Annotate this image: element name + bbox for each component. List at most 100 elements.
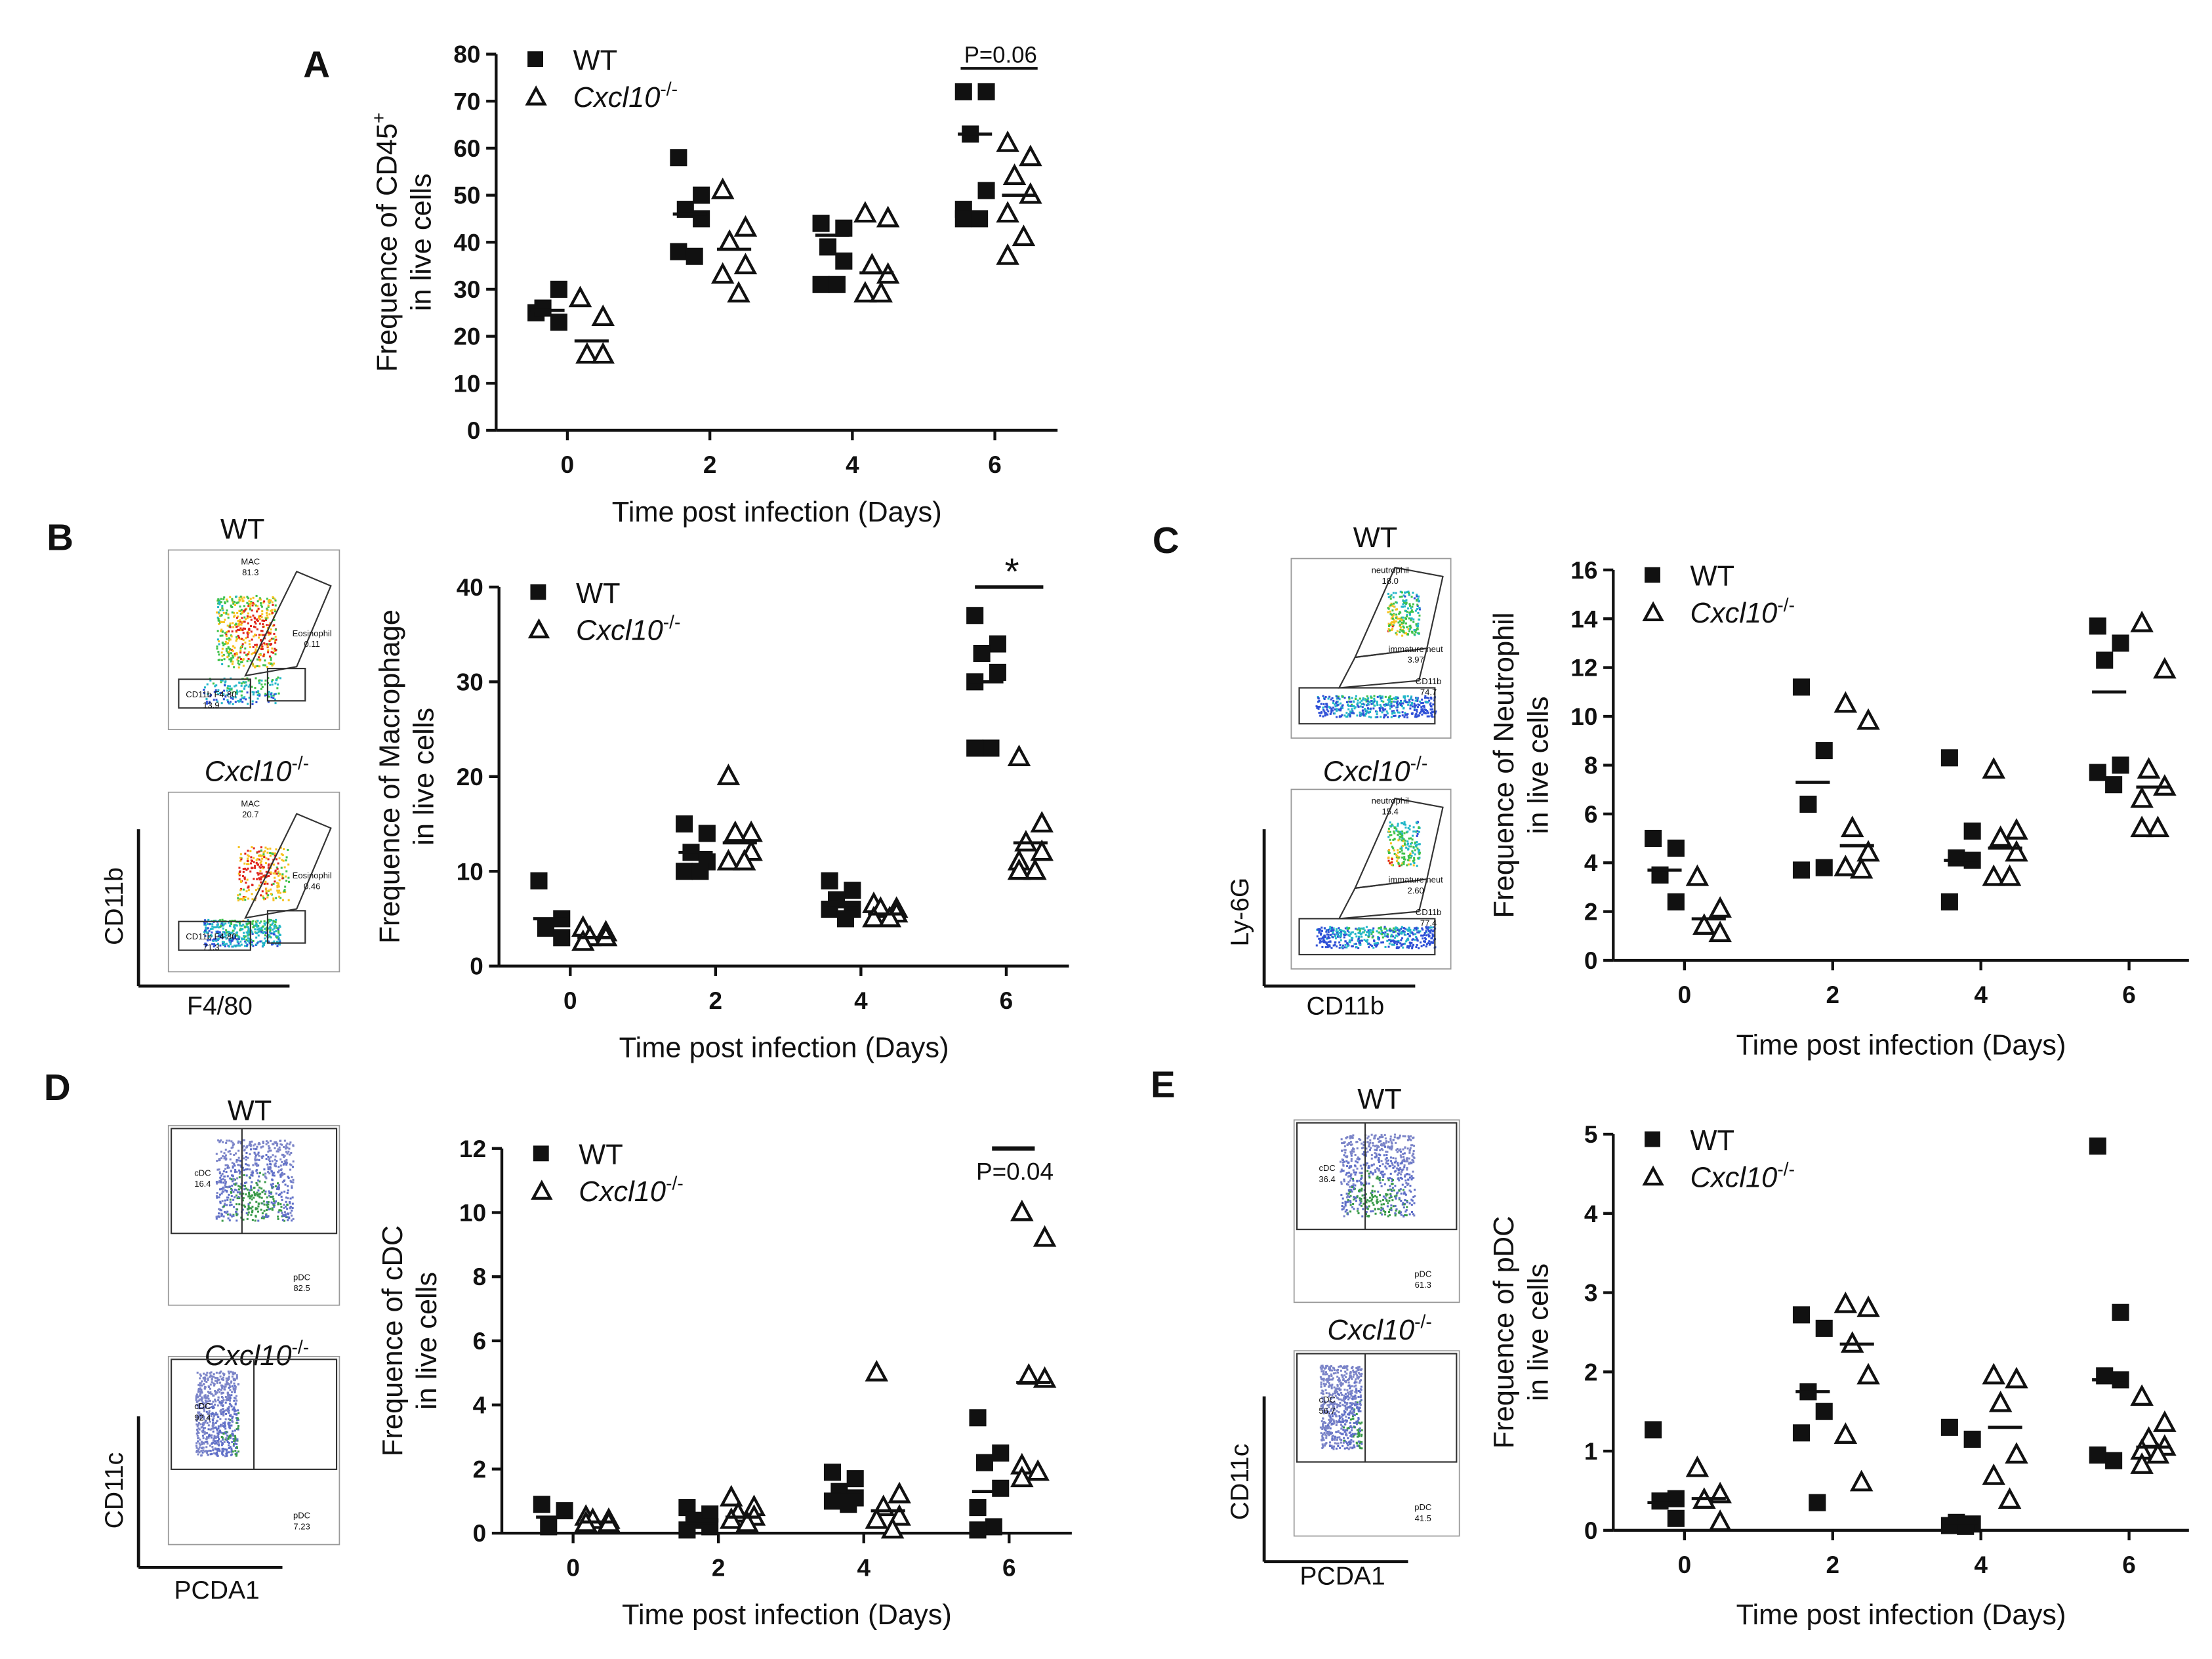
legend-square-marker <box>527 51 543 67</box>
flow-event <box>1374 1169 1376 1171</box>
flow-event <box>281 1154 283 1156</box>
flow-event <box>237 1418 239 1420</box>
flow-event <box>221 702 223 704</box>
flow-event <box>199 1451 201 1453</box>
x-tick-label: 6 <box>2122 981 2136 1008</box>
flow-event <box>1380 928 1382 930</box>
flow-event <box>275 1185 277 1187</box>
flow-event <box>243 897 245 899</box>
flow-event <box>227 1408 229 1410</box>
flow-event <box>279 879 281 881</box>
flow-event <box>228 945 230 947</box>
flow-event <box>220 1181 222 1183</box>
flow-event <box>1386 930 1388 932</box>
flow-event <box>1412 1137 1414 1139</box>
flow-event <box>278 1210 280 1212</box>
flow-event <box>277 684 279 686</box>
flow-event <box>274 1164 276 1166</box>
flow-event <box>230 626 232 628</box>
flow-event <box>237 1427 239 1429</box>
flow-event <box>247 857 249 859</box>
flow-event <box>247 879 249 881</box>
flow-event <box>258 608 260 610</box>
flow-gate-label: Eosinophil <box>293 628 332 638</box>
y-tick-label: 30 <box>457 668 483 695</box>
y-tick-label: 0 <box>473 1520 487 1547</box>
flow-event <box>1330 711 1332 713</box>
flow-event <box>254 867 256 869</box>
flow-event <box>209 923 211 925</box>
flow-event <box>197 1425 199 1427</box>
wt-point <box>1645 830 1662 847</box>
ko-point <box>2000 867 2018 884</box>
flow-event <box>1319 700 1321 702</box>
flow-event <box>264 1172 266 1174</box>
ko-point <box>2000 1490 2018 1507</box>
flow-event <box>1427 716 1429 718</box>
flow-event <box>1321 711 1322 713</box>
x-tick-label: 4 <box>854 987 868 1014</box>
flow-event <box>215 1422 217 1424</box>
flow-event <box>287 1151 289 1153</box>
flow-event <box>238 666 240 668</box>
flow-gate-value: 71.3 <box>203 943 219 952</box>
flow-event <box>254 1153 256 1155</box>
flow-event <box>259 941 261 943</box>
flow-event <box>228 1451 230 1453</box>
flow-event <box>228 640 230 642</box>
flow-event <box>236 640 237 642</box>
flow-event <box>280 1164 282 1166</box>
flow-event <box>262 630 264 632</box>
flow-event <box>247 597 249 599</box>
flow-event <box>250 1185 252 1187</box>
flow-event <box>1347 708 1349 710</box>
flow-event <box>274 609 276 611</box>
flow-event <box>223 1152 225 1154</box>
flow-event <box>1369 929 1371 931</box>
ko-point <box>2133 1387 2151 1404</box>
flow-event <box>224 1427 226 1429</box>
flow-event <box>1412 945 1414 947</box>
flow-event <box>1402 1153 1404 1155</box>
flow-event <box>1316 945 1318 947</box>
flow-event <box>244 1185 246 1187</box>
flow-event <box>281 1196 283 1198</box>
flow-event <box>220 1139 222 1141</box>
flow-event <box>1387 703 1389 705</box>
wt-point <box>992 1480 1009 1497</box>
flow-event <box>237 1164 239 1166</box>
flow-event <box>224 1185 226 1187</box>
ko-point <box>1013 1202 1031 1219</box>
flow-event <box>284 1139 286 1141</box>
flow-event <box>1394 1185 1396 1187</box>
flow-event <box>278 1187 280 1189</box>
flow-event <box>229 1204 231 1206</box>
flow-event <box>274 880 276 882</box>
flow-event <box>1351 1150 1353 1152</box>
flow-event <box>1412 604 1414 605</box>
flow-event <box>1408 1174 1410 1176</box>
flow-event <box>251 1198 253 1200</box>
flow-event <box>292 1197 294 1198</box>
flow-event <box>234 604 236 606</box>
flow-event <box>1400 701 1402 703</box>
flow-gate-value: 0.11 <box>304 639 320 649</box>
flow-event <box>1329 926 1331 928</box>
flow-event <box>201 1446 203 1448</box>
flow-gate-label: immature neut <box>1389 875 1444 885</box>
flow-event <box>274 1155 276 1157</box>
flow-event <box>244 945 246 947</box>
flow-event <box>266 883 268 885</box>
flow-event <box>1395 1195 1397 1197</box>
flow-event <box>1360 1181 1362 1183</box>
wt-point <box>1668 893 1685 911</box>
flow-event <box>270 893 272 895</box>
flow-event <box>270 628 272 630</box>
flow-event <box>1351 708 1353 710</box>
flow-event <box>1403 856 1405 858</box>
flow-event <box>1361 1188 1362 1190</box>
wt-point <box>985 1518 1002 1535</box>
flow-event <box>209 1391 211 1393</box>
flow-event <box>1397 823 1399 825</box>
